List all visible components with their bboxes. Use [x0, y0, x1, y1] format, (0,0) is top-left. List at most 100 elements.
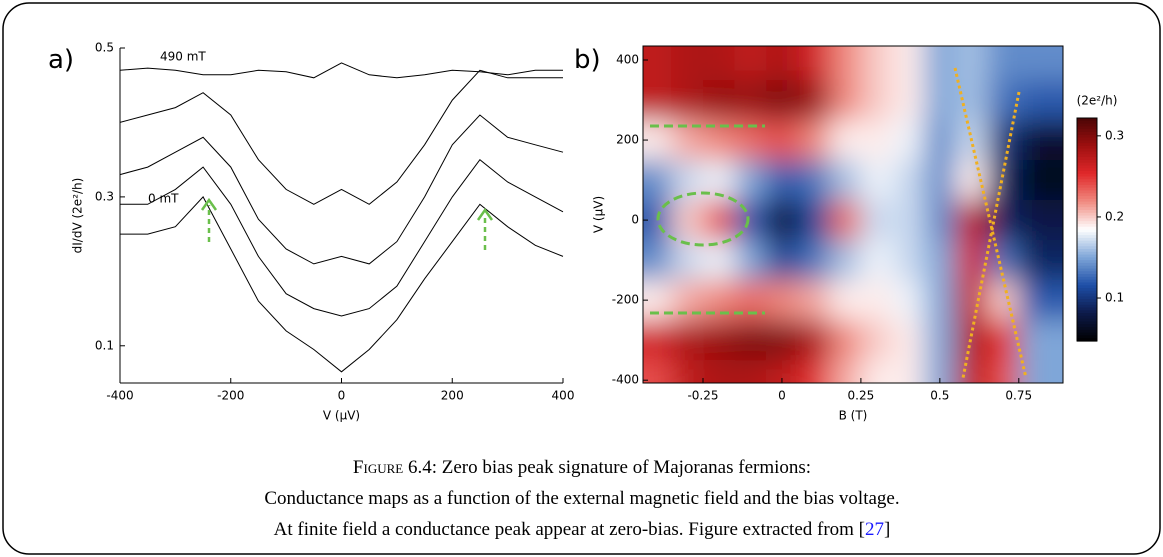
heat-cell [766, 280, 799, 321]
colorbar-slice [1077, 288, 1097, 292]
arrow-head [476, 207, 494, 221]
colorbar-slice [1077, 310, 1097, 314]
heat-cell [1018, 240, 1063, 281]
heat-cell [734, 46, 767, 81]
heat-cell [797, 200, 830, 241]
heat-cell [924, 320, 957, 361]
colorbar-slice [1077, 335, 1097, 339]
heat-cell [860, 80, 894, 121]
heat-cell [860, 160, 894, 201]
heat-cell [643, 320, 672, 361]
heat-cell [829, 120, 862, 161]
heat-cell [829, 200, 862, 241]
heat-cell [671, 320, 704, 361]
heat-cell [924, 200, 957, 241]
heat-cell [829, 280, 862, 321]
heat-cell [766, 320, 799, 361]
heat-cell [1018, 200, 1063, 241]
colorbar-slice [1077, 134, 1097, 139]
heat-cell [643, 46, 672, 81]
heat-cell [924, 160, 957, 201]
heat-cell [766, 80, 799, 121]
heat-cell [1018, 80, 1063, 121]
caption-line: Conductance maps as a function of the ex… [264, 488, 899, 509]
ellipse-marker [656, 191, 750, 247]
colorbar-slice [1077, 207, 1097, 211]
y-tick-label: 0.3 [95, 189, 114, 203]
heat-cell [797, 80, 830, 121]
heat-cell [892, 46, 925, 81]
heat-cell [797, 240, 830, 281]
heat-cell [671, 200, 704, 241]
dotted-guide [953, 67, 1028, 379]
colorbar-slice [1077, 193, 1097, 197]
heat-cell [892, 280, 925, 321]
heat-cell [924, 360, 957, 383]
colorbar-slice [1077, 265, 1097, 270]
heat-cell [987, 160, 1020, 201]
colorbar-slice [1077, 268, 1097, 272]
heat-cell [987, 80, 1020, 121]
caption-line: At finite field a conductance peak appea… [274, 519, 891, 540]
arrow-head [200, 197, 218, 211]
colorbar-slice [1077, 162, 1097, 166]
colorbar-slice [1077, 223, 1097, 228]
heat-cell [955, 360, 988, 383]
y-tick-label: 0.1 [95, 338, 114, 352]
heat-cell [892, 320, 925, 361]
colorbar-slice [1077, 332, 1097, 337]
heat-cell [671, 240, 704, 281]
colorbar-label: (2e²/h) [1077, 94, 1118, 108]
heat-cell [987, 280, 1020, 321]
heat-cell [766, 120, 799, 161]
heat-cell [924, 46, 957, 81]
heat-cell [860, 120, 894, 161]
heat-cell [703, 320, 736, 361]
heat-cell [860, 320, 894, 361]
heat-cell [1018, 160, 1063, 201]
heat-cell [1018, 360, 1063, 383]
colorbar-slice [1077, 170, 1097, 175]
caption-line: Figure 6.4: Zero bias peak signature of … [353, 457, 811, 478]
colorbar-slice [1077, 271, 1097, 275]
colorbar-tick-label: 0.1 [1105, 291, 1124, 305]
colorbar-slice [1077, 184, 1097, 189]
heat-cell [924, 120, 957, 161]
colorbar-slice [1077, 254, 1097, 258]
heat-cell [829, 320, 862, 361]
colorbar-slice [1077, 215, 1097, 219]
colorbar-slice [1077, 313, 1097, 317]
colorbar-slice [1077, 324, 1097, 328]
curve-label: 490 mT [160, 50, 206, 64]
colorbar-slice [1077, 290, 1097, 295]
colorbar-slice [1077, 321, 1097, 325]
colorbar-slice [1077, 182, 1097, 186]
colorbar-slice [1077, 243, 1097, 247]
heat-cell [766, 240, 799, 281]
heat-cell [955, 46, 988, 81]
citation[interactable]: 27 [865, 519, 884, 540]
heat-cell [955, 200, 988, 241]
colorbar-slice [1077, 237, 1097, 242]
y-tick-label: 200 [616, 133, 639, 147]
heat-cell [1018, 320, 1063, 361]
heat-cell [924, 280, 957, 321]
heat-cell [703, 200, 736, 241]
colorbar-slice [1077, 218, 1097, 222]
heat-cell [1018, 120, 1063, 161]
y-tick-label: 0 [631, 213, 639, 227]
colorbar-slice [1077, 126, 1097, 130]
colorbar-slice [1077, 318, 1097, 323]
colorbar-slice [1077, 226, 1097, 231]
x-axis-label: V (µV) [323, 409, 360, 423]
colorbar-slice [1077, 282, 1097, 286]
colorbar-slice [1077, 249, 1097, 253]
colorbar-slice [1077, 285, 1097, 289]
heat-cell [643, 80, 672, 121]
colorbar-slice [1077, 276, 1097, 281]
heat-cell [734, 360, 767, 383]
colorbar-slice [1077, 157, 1097, 161]
heat-cell [797, 120, 830, 161]
heat-cell [892, 120, 925, 161]
